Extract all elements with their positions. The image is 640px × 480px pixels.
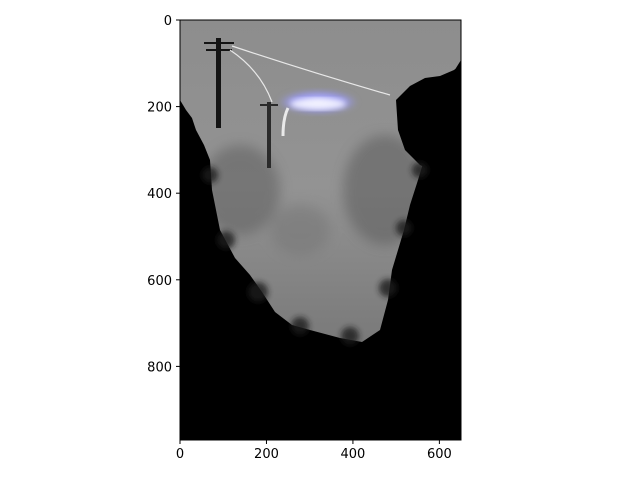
y-tick-label: 200: [147, 101, 172, 116]
y-tick-label: 0: [164, 14, 172, 29]
x-axis: 0 200 400 600: [176, 440, 452, 462]
y-tick-label: 800: [147, 360, 172, 375]
x-tick-label: 0: [176, 447, 184, 462]
axes-frame: [179, 19, 462, 441]
dark-foliage: [180, 60, 461, 440]
foliage-edge: [202, 162, 428, 345]
x-tick-label: 200: [254, 447, 279, 462]
sky-highlight: [278, 90, 358, 137]
x-tick-label: 600: [427, 447, 452, 462]
y-tick-label: 400: [147, 187, 172, 202]
y-tick-label: 600: [147, 274, 172, 289]
power-lines: [229, 45, 391, 103]
utility-poles: [204, 38, 278, 168]
image-area: [180, 20, 461, 440]
y-axis: 0 200 400 600 800: [147, 14, 180, 375]
x-tick-label: 400: [341, 447, 366, 462]
misty-trees: [200, 135, 427, 255]
